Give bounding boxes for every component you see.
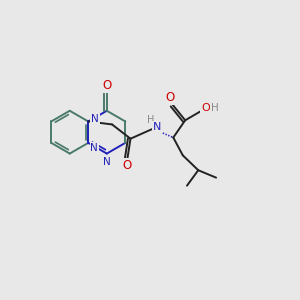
Text: O: O bbox=[201, 103, 210, 113]
Text: N: N bbox=[103, 157, 111, 167]
Text: H: H bbox=[147, 115, 154, 125]
Text: O: O bbox=[102, 79, 111, 92]
Text: H: H bbox=[211, 103, 219, 113]
Text: O: O bbox=[166, 91, 175, 104]
Text: N: N bbox=[152, 122, 161, 132]
Text: N: N bbox=[90, 143, 98, 153]
Text: O: O bbox=[122, 159, 131, 172]
Text: N: N bbox=[91, 114, 99, 124]
